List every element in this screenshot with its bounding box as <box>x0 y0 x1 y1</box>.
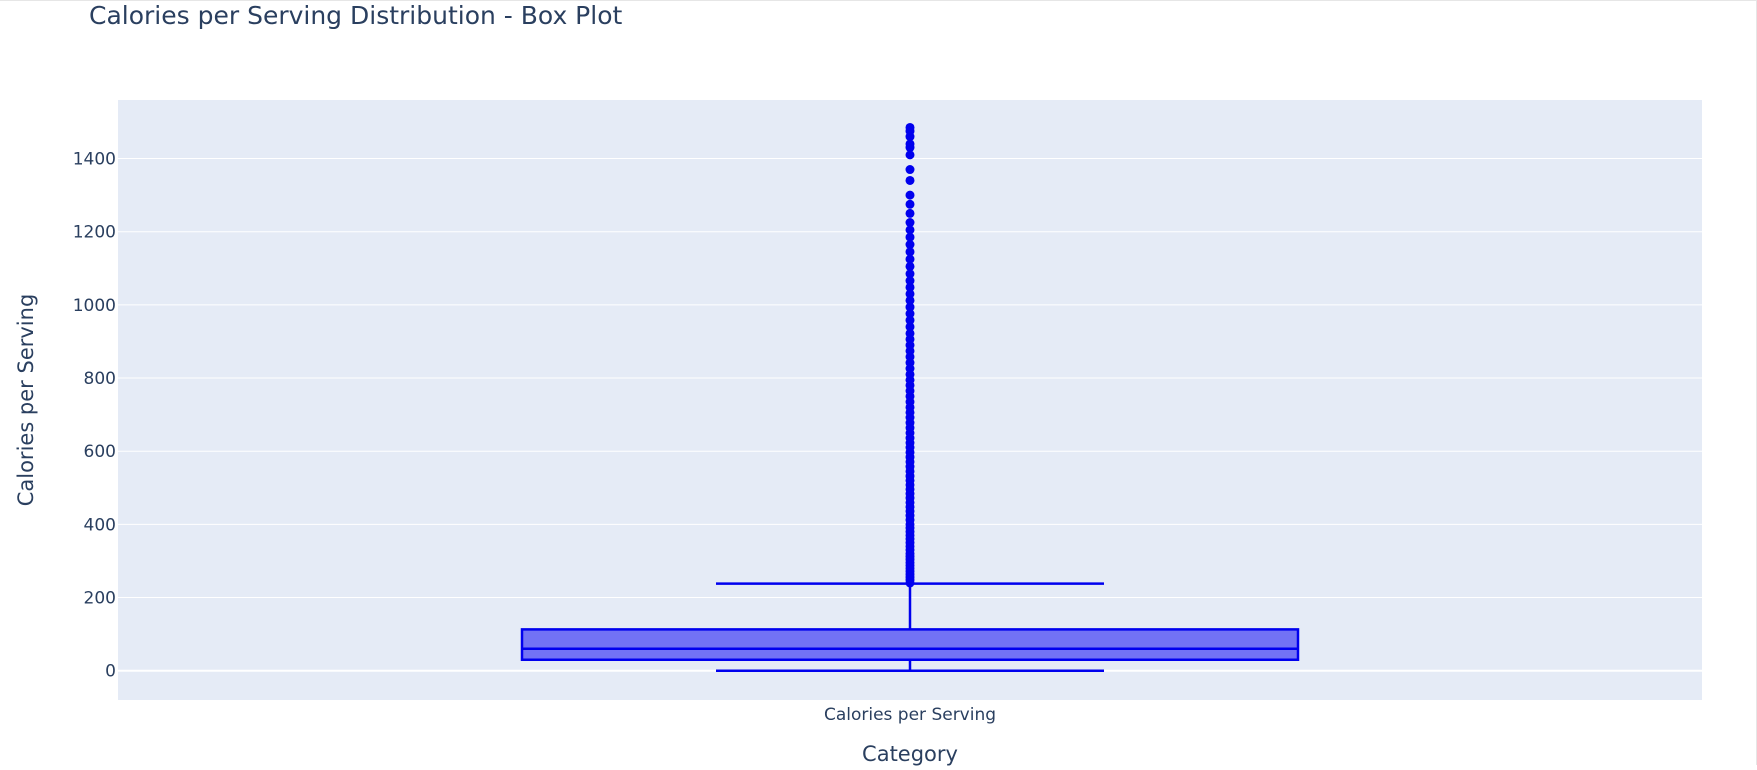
outlier-point <box>905 309 915 319</box>
outlier-point <box>905 165 915 175</box>
y-tick-label-0: 0 <box>105 662 116 682</box>
y-tick-label-800: 800 <box>84 369 116 389</box>
y-tick-label-600: 600 <box>84 442 116 462</box>
outlier-point <box>905 232 915 242</box>
chart-title: Calories per Serving Distribution - Box … <box>89 1 622 30</box>
outlier-point <box>905 269 915 279</box>
outlier-point <box>905 199 915 209</box>
iqr-box <box>520 628 1300 662</box>
outlier-point <box>905 122 915 132</box>
outlier-point <box>905 208 915 218</box>
outlier-point <box>905 289 915 299</box>
outlier-point <box>905 240 915 250</box>
outlier-point <box>905 225 915 235</box>
y-tick-label-200: 200 <box>84 589 116 609</box>
x-axis-title: Category <box>862 742 958 766</box>
outlier-point <box>905 218 915 228</box>
outlier-point <box>905 261 915 271</box>
outlier-point <box>905 276 915 286</box>
y-axis-title: Calories per Serving <box>14 294 38 507</box>
outlier-point <box>905 175 915 185</box>
outlier-point <box>905 190 915 200</box>
y-tick-label-1200: 1200 <box>73 223 116 243</box>
x-tick-label: Calories per Serving <box>824 705 996 725</box>
outlier-point <box>905 150 915 160</box>
outlier-point <box>905 254 915 264</box>
y-tick-label-1400: 1400 <box>73 150 116 170</box>
outlier-point <box>905 302 915 312</box>
outlier-point <box>905 322 915 332</box>
outlier-points <box>905 122 915 588</box>
outlier-point <box>905 247 915 257</box>
y-tick-label-400: 400 <box>84 515 116 535</box>
outlier-point <box>905 295 915 305</box>
outlier-point <box>905 315 915 325</box>
y-tick-labels: 0 200 400 600 800 1000 1200 1400 <box>73 150 116 682</box>
outlier-point <box>905 328 915 338</box>
y-tick-label-1000: 1000 <box>73 296 116 316</box>
outlier-point <box>905 282 915 292</box>
outlier-point <box>905 139 915 149</box>
